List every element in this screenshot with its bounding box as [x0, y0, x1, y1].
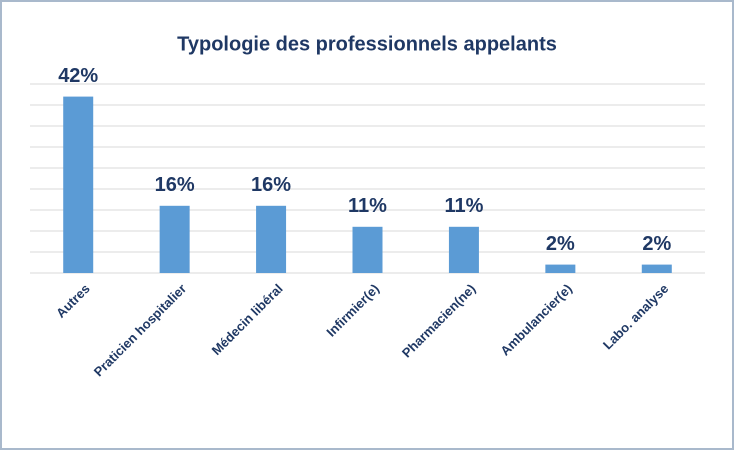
chart-title: Typologie des professionnels appelants: [177, 33, 557, 55]
bar: [641, 264, 672, 273]
bar: [352, 226, 383, 273]
bar: [545, 264, 576, 273]
bar: [448, 226, 479, 273]
data-label: 42%: [58, 65, 98, 87]
data-label: 2%: [546, 233, 575, 255]
data-label: 16%: [251, 174, 291, 196]
data-label: 11%: [348, 195, 387, 217]
data-label: 11%: [444, 195, 483, 217]
data-label: 16%: [155, 174, 195, 196]
bar: [159, 205, 190, 273]
bar: [256, 205, 287, 273]
bar: [63, 96, 94, 273]
data-label: 2%: [642, 233, 671, 255]
